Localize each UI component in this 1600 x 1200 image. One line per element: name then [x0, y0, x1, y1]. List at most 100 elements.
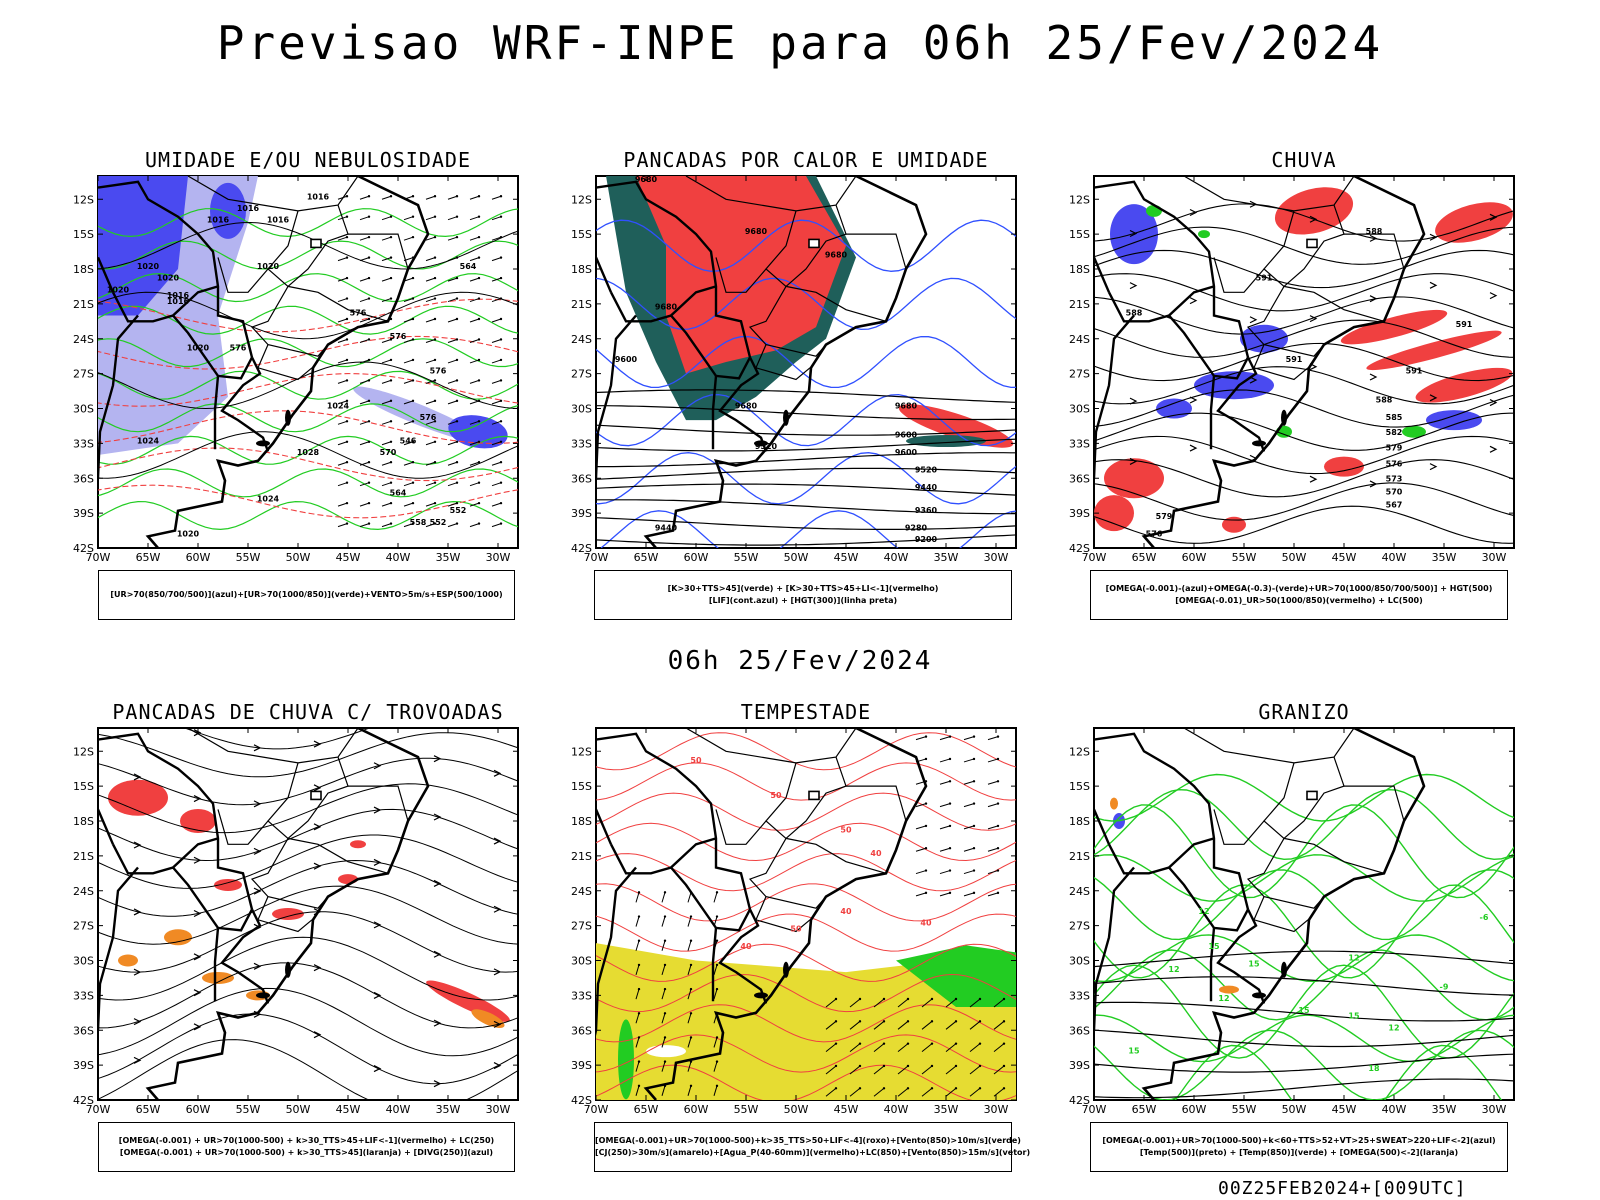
- country-border: [596, 314, 637, 485]
- wind-vector-head: [834, 1087, 838, 1090]
- country-border: [1094, 180, 1250, 358]
- lon-label: 45W: [1332, 1103, 1357, 1116]
- wind-vector: [945, 1087, 957, 1097]
- flow-arrow: [133, 908, 142, 916]
- lat-label: 24S: [571, 885, 592, 898]
- hgt300-contour: [596, 389, 1016, 403]
- flow-arrow: [1129, 282, 1138, 290]
- lat-label: 24S: [571, 333, 592, 346]
- wind-vector: [381, 523, 392, 528]
- wind-vector-head: [477, 420, 481, 423]
- lat-label: 30S: [1069, 955, 1090, 968]
- legend-line: [OMEGA(-0.001) + UR>70(1000-500) + k>30_…: [119, 1148, 494, 1157]
- wind-vector-head: [978, 997, 982, 1001]
- wind-vector: [945, 1020, 957, 1030]
- wind-vector-head: [637, 963, 641, 967]
- lagoa-mirim: [1252, 992, 1266, 999]
- wind-vector: [687, 916, 692, 927]
- wind-vector: [635, 892, 640, 903]
- temp850-contour: [1094, 773, 1514, 822]
- lat-label: 39S: [1069, 507, 1090, 520]
- wind-vector: [713, 988, 718, 1000]
- lagoa-mirim: [754, 992, 768, 999]
- wind-vector-head: [1002, 1064, 1006, 1068]
- wind-vector-head: [858, 1020, 862, 1023]
- flow-arrow: [1429, 463, 1438, 471]
- temp500-contour: [1094, 1001, 1514, 1022]
- state-border: [257, 896, 313, 933]
- map-content: 588 591 591 591 591 588 585 582 579 576 573 570 567 5…: [1094, 176, 1514, 548]
- wind-vector: [987, 758, 999, 763]
- wind-vector-head: [637, 915, 641, 918]
- lat-label: 42S: [1069, 1094, 1090, 1107]
- wind-vector-head: [367, 358, 371, 362]
- lat-label: 27S: [571, 920, 592, 933]
- wind-vector-head: [499, 235, 503, 239]
- contour-label: 576: [390, 332, 407, 341]
- country-border: [1094, 866, 1135, 1037]
- hgt500-contour: [1094, 366, 1514, 405]
- wind-vector: [337, 523, 348, 528]
- wind-vector-head: [715, 987, 719, 991]
- wind-vector: [897, 1065, 909, 1075]
- flow-arrow: [373, 921, 382, 929]
- wind-vector: [337, 359, 348, 364]
- wind-vector: [469, 359, 480, 364]
- rain-area: [1340, 309, 1448, 345]
- federal-district: [1306, 790, 1318, 801]
- lat-label: 27S: [73, 920, 94, 933]
- wind-vector: [337, 441, 348, 446]
- panel-title-pancadas-calor: PANCADAS POR CALOR E UMIDADE: [623, 148, 989, 172]
- federal-district: [310, 238, 322, 249]
- wind-vector: [425, 318, 436, 323]
- lon-label: 30W: [984, 1103, 1009, 1116]
- wind-vector: [491, 236, 502, 241]
- contour-label: 591: [1256, 274, 1273, 283]
- flow-arrow: [1189, 208, 1198, 217]
- rh-low-contour: [98, 338, 518, 368]
- wind-vector: [447, 318, 458, 323]
- state-border: [748, 286, 827, 357]
- wind-vector: [849, 1087, 861, 1097]
- country-border: [1094, 732, 1250, 910]
- wind-vector-head: [948, 824, 952, 828]
- wind-vector: [939, 780, 951, 785]
- lon-label: 70W: [86, 551, 111, 564]
- wind-vector-head: [499, 338, 503, 341]
- flow-arrow: [253, 962, 262, 970]
- wind-vector: [687, 940, 692, 951]
- wind-vector: [915, 825, 927, 830]
- streamline: [98, 859, 518, 917]
- contour-label: 552: [430, 518, 447, 527]
- wind-vector: [469, 420, 480, 425]
- state-border: [1283, 204, 1345, 287]
- wind-vector: [447, 420, 458, 425]
- wind-vector-head: [924, 869, 928, 872]
- contour-label: 1028: [297, 448, 320, 457]
- wind-vector: [969, 1065, 981, 1075]
- wind-vector-head: [477, 461, 481, 464]
- contour-label: 1024: [257, 495, 280, 504]
- flow-arrow: [193, 729, 202, 737]
- wind-vector-head: [996, 735, 1000, 738]
- state-border: [846, 233, 907, 270]
- contour-label: 9680: [825, 250, 848, 259]
- wind-vector-head: [477, 256, 481, 259]
- contour-label: 50: [840, 826, 852, 835]
- country-border: [609, 837, 717, 875]
- hgt500-contour: [1094, 226, 1514, 265]
- wind-vector-head: [637, 891, 641, 894]
- wind-vector: [687, 1061, 692, 1072]
- wind-vector: [403, 359, 414, 364]
- contour-label: 582: [1386, 428, 1403, 437]
- wind-vector-head: [906, 1020, 910, 1023]
- state-border: [1183, 176, 1355, 212]
- lat-label: 33S: [1069, 989, 1090, 1002]
- wind-vector-head: [389, 399, 393, 403]
- state-border: [1344, 233, 1405, 270]
- contour-label: 1016: [167, 297, 190, 306]
- pressure-contour: [98, 431, 518, 479]
- wind-vector-head: [499, 522, 503, 525]
- wind-vector-head: [996, 757, 1000, 761]
- wind-vector: [469, 195, 480, 200]
